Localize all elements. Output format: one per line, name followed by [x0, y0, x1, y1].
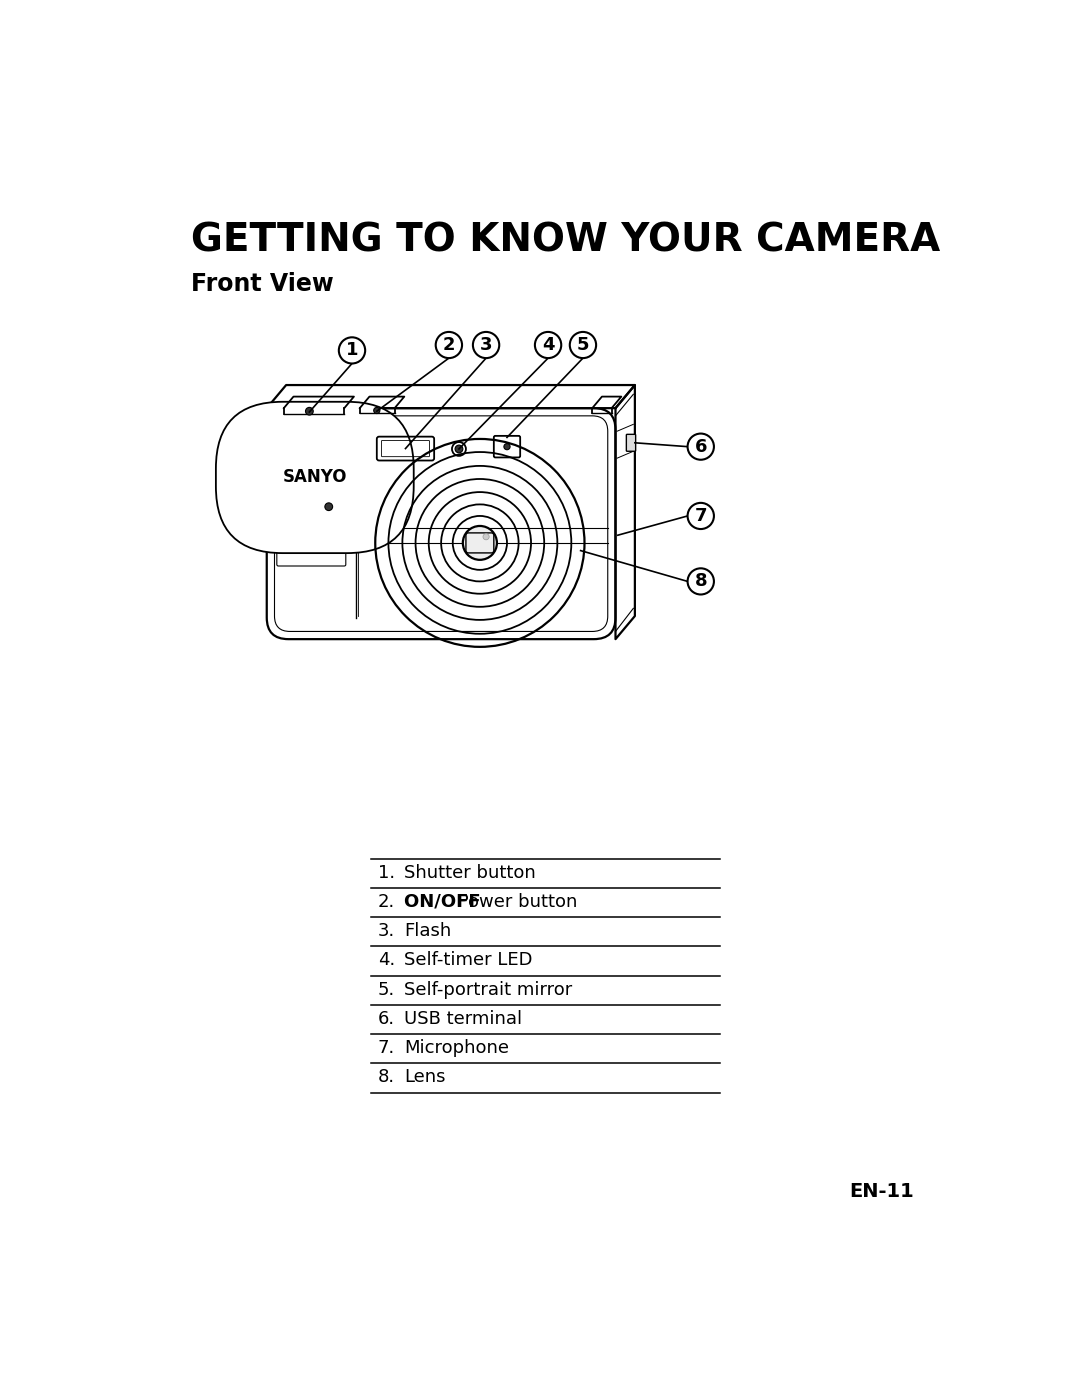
Text: 3: 3: [480, 335, 492, 355]
Circle shape: [570, 333, 596, 357]
Circle shape: [374, 407, 380, 414]
Text: 2.: 2.: [378, 893, 395, 911]
Text: Flash: Flash: [404, 922, 451, 940]
Circle shape: [463, 526, 497, 560]
Circle shape: [306, 407, 313, 415]
Text: 7: 7: [694, 506, 707, 524]
FancyBboxPatch shape: [626, 435, 636, 451]
Circle shape: [535, 333, 562, 357]
Text: 1.: 1.: [378, 864, 394, 882]
Text: Lens: Lens: [404, 1068, 445, 1086]
Circle shape: [325, 502, 333, 511]
Text: 4.: 4.: [378, 951, 395, 969]
Text: 5.: 5.: [378, 981, 395, 999]
Text: 6.: 6.: [378, 1010, 394, 1028]
Circle shape: [435, 333, 462, 357]
Text: 8: 8: [694, 573, 707, 591]
Text: 1: 1: [346, 341, 359, 359]
Text: GETTING TO KNOW YOUR CAMERA: GETTING TO KNOW YOUR CAMERA: [191, 221, 940, 259]
Text: Shutter button: Shutter button: [404, 864, 536, 882]
Text: Self-timer LED: Self-timer LED: [404, 951, 532, 969]
Text: ON/OFF: ON/OFF: [404, 893, 487, 911]
Text: 8.: 8.: [378, 1068, 394, 1086]
Text: 7.: 7.: [378, 1039, 395, 1057]
Text: 5: 5: [577, 335, 590, 355]
Text: Self-portrait mirror: Self-portrait mirror: [404, 981, 572, 999]
Text: 2: 2: [443, 335, 455, 355]
Circle shape: [473, 333, 499, 357]
Circle shape: [504, 443, 510, 450]
Text: 6: 6: [694, 437, 707, 455]
Circle shape: [688, 433, 714, 460]
Circle shape: [455, 446, 463, 453]
Circle shape: [483, 534, 489, 540]
Text: 4: 4: [542, 335, 554, 355]
Text: EN-11: EN-11: [849, 1183, 914, 1201]
Text: Power button: Power button: [451, 893, 577, 911]
Text: USB terminal: USB terminal: [404, 1010, 522, 1028]
Circle shape: [688, 502, 714, 529]
Text: 3.: 3.: [378, 922, 395, 940]
Circle shape: [688, 569, 714, 595]
Text: Front View: Front View: [191, 272, 334, 295]
Circle shape: [339, 337, 365, 363]
Text: Microphone: Microphone: [404, 1039, 509, 1057]
Text: SANYO: SANYO: [283, 468, 347, 487]
